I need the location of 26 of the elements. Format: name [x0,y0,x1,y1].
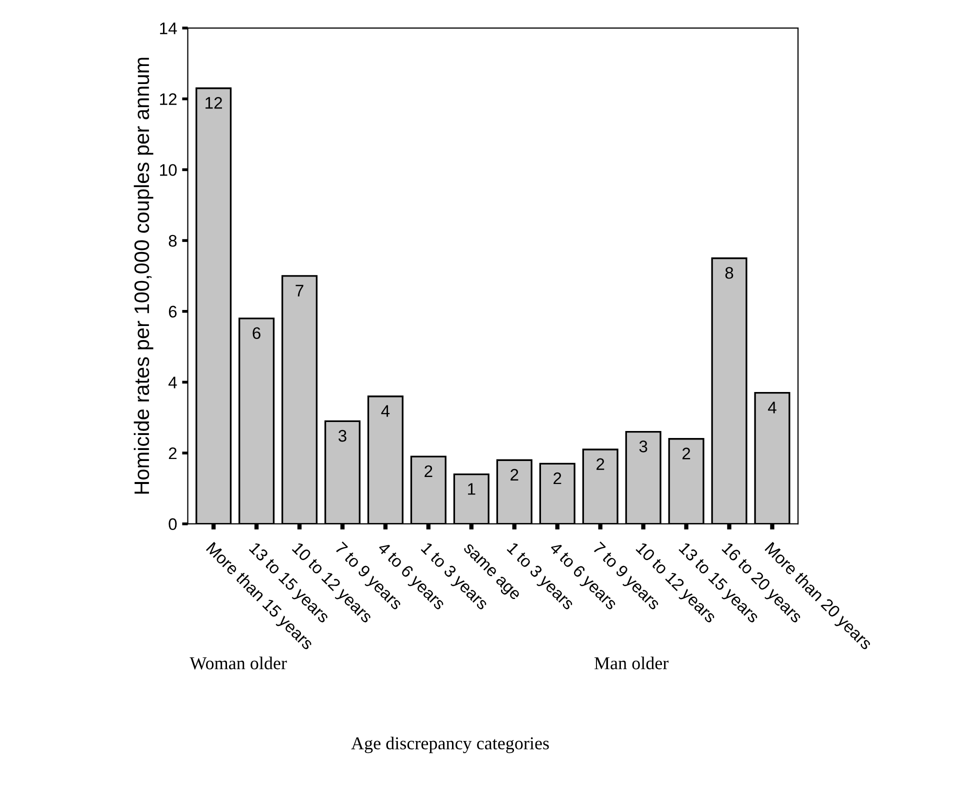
y-tick-label: 8 [168,234,177,247]
data-label: 3 [639,440,648,452]
y-tick-label: 14 [160,22,177,34]
text: Woman older [190,656,287,670]
y-axis-title: Homicide rates per 100,000 couples per annum [134,58,154,494]
data-label: 6 [252,327,260,340]
data-label: 4 [381,405,390,417]
y-tick-label: 4 [168,376,177,388]
data-label: 7 [296,284,304,296]
data-label: 2 [682,448,690,460]
y-tick-label: 2 [168,447,177,460]
y-tick-label: 6 [168,306,177,318]
data-label: 3 [338,430,346,442]
data-label: 12 [206,97,222,109]
x-axis-title: Age discrepancy categories [351,736,549,754]
data-label: 2 [424,465,432,477]
y-tick-label: 0 [168,518,177,530]
data-label: 4 [768,402,776,414]
y-tick-label: 12 [160,93,177,105]
data-label: 8 [725,267,734,279]
data-label: 2 [554,472,562,484]
data-label: 2 [510,468,518,481]
data-label: 1 [468,483,476,495]
y-tick-label: 10 [160,164,177,176]
data-label: 2 [596,458,604,470]
text: Man older [594,656,669,670]
